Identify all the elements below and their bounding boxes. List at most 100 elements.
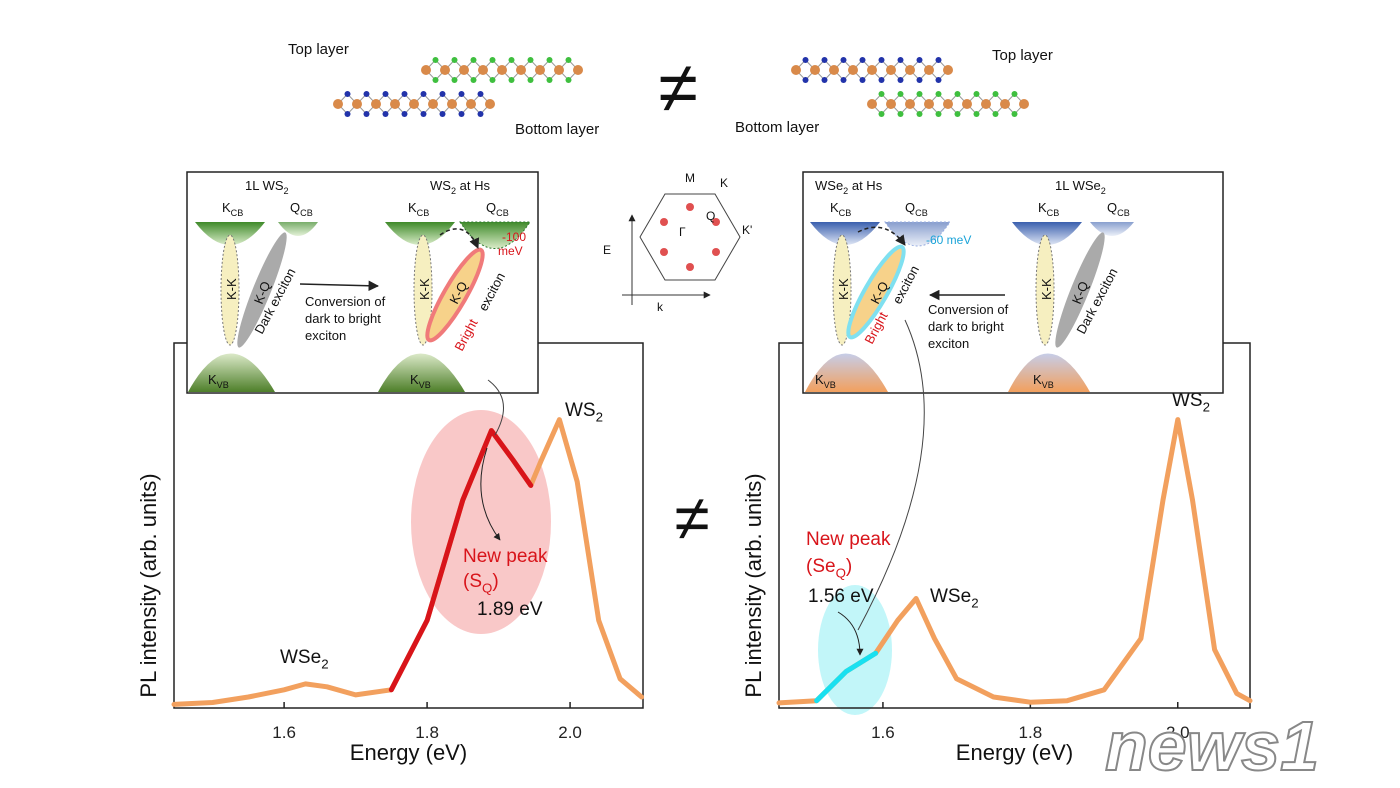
chalcogen: [432, 77, 439, 83]
label-tail: at Hs: [848, 178, 882, 193]
label: Γ: [679, 225, 686, 239]
label: KCB: [222, 200, 243, 218]
left-inset: [186, 171, 539, 394]
chalcogen: [935, 57, 942, 63]
chalcogen: [973, 111, 980, 117]
metal: [516, 65, 526, 75]
metal: [943, 65, 953, 75]
atomic-chains: [333, 57, 1029, 117]
label: KCB: [830, 200, 851, 218]
metal: [943, 99, 953, 109]
chalcogen: [344, 91, 351, 97]
metal: [1000, 99, 1010, 109]
annotation-main: New peak: [806, 529, 891, 550]
label-sub: CB: [300, 208, 313, 218]
label: 1L WS2: [245, 178, 289, 196]
label-main: Q: [905, 200, 915, 215]
chalcogen: [470, 77, 477, 83]
metal: [447, 99, 457, 109]
chalcogen: [363, 111, 370, 117]
chalcogen: [439, 111, 446, 117]
label-sub: CB: [417, 208, 430, 218]
metal: [905, 65, 915, 75]
label-sub: VB: [217, 380, 229, 390]
label: exciton: [305, 328, 346, 343]
label-main: K: [222, 200, 231, 215]
chalcogen: [1011, 111, 1018, 117]
chalcogen: [439, 91, 446, 97]
metal: [886, 65, 896, 75]
label-main: K: [1038, 200, 1047, 215]
chalcogen: [878, 91, 885, 97]
label-main: WS: [430, 178, 451, 193]
label: K-K: [224, 278, 239, 300]
label: E: [603, 243, 611, 257]
label: -100: [502, 230, 526, 244]
chalcogen: [859, 57, 866, 63]
chalcogen: [935, 77, 942, 83]
chalcogen: [821, 77, 828, 83]
label: QCB: [486, 200, 509, 218]
label: 1L WSe2: [1055, 178, 1106, 196]
brillouin-zone: [622, 193, 741, 305]
label-main: K: [815, 372, 824, 387]
metal: [352, 99, 362, 109]
chalcogen: [477, 111, 484, 117]
metal: [810, 65, 820, 75]
chalcogen: [935, 91, 942, 97]
label: KVB: [410, 372, 431, 390]
plots: 1.6 1.8 2.0 Energy (eV) PL intensity (arb. u…: [136, 342, 1253, 765]
chalcogen: [935, 111, 942, 117]
annotation-main: 1.56 eV: [808, 586, 874, 607]
right-inset: [802, 171, 1224, 394]
x-tick-label: 2.0: [558, 723, 582, 742]
label-tail: at Hs: [456, 178, 490, 193]
label: ≠: [658, 48, 698, 128]
annotation: (SeQ): [806, 556, 852, 581]
chalcogen: [458, 91, 465, 97]
label-sub: CB: [1117, 208, 1130, 218]
label: QCB: [1107, 200, 1130, 218]
metal: [886, 99, 896, 109]
chalcogen: [489, 57, 496, 63]
metal: [428, 99, 438, 109]
label-sub: VB: [419, 380, 431, 390]
chalcogen: [916, 91, 923, 97]
x-axis-label: Energy (eV): [350, 740, 467, 765]
annotation-tail: ): [492, 571, 498, 592]
label: K-K: [836, 278, 851, 300]
annotation-main: WSe: [280, 647, 321, 668]
chalcogen: [382, 91, 389, 97]
chalcogen: [363, 91, 370, 97]
annotation-sub: Q: [836, 566, 846, 581]
label: Top layer: [992, 47, 1053, 64]
metal: [962, 99, 972, 109]
x-tick-label: 1.6: [272, 723, 296, 742]
y-axis-label: PL intensity (arb. units): [136, 473, 161, 697]
chalcogen: [973, 91, 980, 97]
label-main: K: [410, 372, 419, 387]
annotation: WSe2: [930, 586, 979, 611]
label-main: K: [1033, 372, 1042, 387]
label-main: 1L WSe: [1055, 178, 1101, 193]
metal: [440, 65, 450, 75]
metal: [573, 65, 583, 75]
label: WSe2 at Hs: [815, 178, 883, 196]
chalcogen: [458, 111, 465, 117]
chalcogen: [878, 57, 885, 63]
chalcogen: [897, 77, 904, 83]
label: ≠: [674, 482, 709, 554]
label-sub: VB: [824, 380, 836, 390]
chalcogen: [508, 77, 515, 83]
chalcogen: [897, 91, 904, 97]
label: K-K: [417, 278, 432, 300]
label-sub: VB: [1042, 380, 1054, 390]
x-tick-label: 1.8: [415, 723, 439, 742]
label-main: Q: [486, 200, 496, 215]
annotation-main: WS: [1172, 390, 1203, 411]
chalcogen: [954, 111, 961, 117]
label-sub: CB: [915, 208, 928, 218]
x-tick-label: 1.6: [871, 723, 895, 742]
chalcogen: [420, 111, 427, 117]
